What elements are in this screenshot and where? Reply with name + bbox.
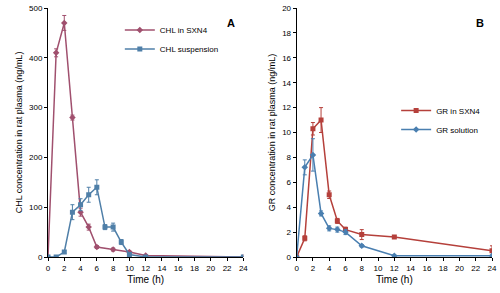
svg-text:18: 18 xyxy=(282,29,291,38)
svg-text:CHL in SXN4: CHL in SXN4 xyxy=(160,26,208,35)
svg-text:CHL concentration in rat plasm: CHL concentration in rat plasma (ng/mL) xyxy=(14,52,24,214)
svg-text:0: 0 xyxy=(38,253,43,262)
svg-text:500: 500 xyxy=(29,4,43,13)
svg-text:12: 12 xyxy=(282,103,291,112)
svg-text:8: 8 xyxy=(287,153,292,162)
svg-text:300: 300 xyxy=(29,103,43,112)
svg-text:4: 4 xyxy=(287,203,292,212)
svg-text:14: 14 xyxy=(158,264,167,273)
svg-text:18: 18 xyxy=(190,264,199,273)
svg-text:20: 20 xyxy=(282,4,291,13)
svg-text:8: 8 xyxy=(360,264,365,273)
svg-text:4: 4 xyxy=(327,264,332,273)
svg-text:22: 22 xyxy=(223,264,232,273)
svg-text:4: 4 xyxy=(78,264,83,273)
svg-text:200: 200 xyxy=(29,153,43,162)
svg-text:400: 400 xyxy=(29,54,43,63)
svg-text:2: 2 xyxy=(62,264,67,273)
svg-text:20: 20 xyxy=(206,264,215,273)
svg-text:24: 24 xyxy=(488,264,497,273)
svg-text:14: 14 xyxy=(406,264,415,273)
svg-text:16: 16 xyxy=(282,54,291,63)
svg-text:GR in SXN4: GR in SXN4 xyxy=(436,107,480,116)
svg-text:A: A xyxy=(227,17,235,29)
svg-text:Time (h): Time (h) xyxy=(376,274,413,285)
svg-text:2: 2 xyxy=(287,228,292,237)
svg-text:12: 12 xyxy=(390,264,399,273)
svg-text:10: 10 xyxy=(125,264,134,273)
svg-text:10: 10 xyxy=(374,264,383,273)
svg-text:22: 22 xyxy=(471,264,480,273)
svg-text:GR solution: GR solution xyxy=(436,126,478,135)
svg-text:6: 6 xyxy=(95,264,100,273)
svg-text:0: 0 xyxy=(46,264,51,273)
svg-text:6: 6 xyxy=(287,178,292,187)
svg-text:2: 2 xyxy=(311,264,316,273)
svg-text:16: 16 xyxy=(174,264,183,273)
svg-text:Time (h): Time (h) xyxy=(127,274,164,285)
svg-text:CHL suspension: CHL suspension xyxy=(160,45,218,54)
svg-text:B: B xyxy=(476,17,484,29)
svg-text:GR concentration in rat plasma: GR concentration in rat plasma (ng/mL) xyxy=(267,54,277,212)
svg-text:100: 100 xyxy=(29,203,43,212)
svg-text:10: 10 xyxy=(282,128,291,137)
svg-text:18: 18 xyxy=(439,264,448,273)
svg-text:0: 0 xyxy=(294,264,299,273)
svg-text:12: 12 xyxy=(141,264,150,273)
svg-text:20: 20 xyxy=(455,264,464,273)
svg-text:14: 14 xyxy=(282,79,291,88)
svg-text:24: 24 xyxy=(239,264,248,273)
svg-text:8: 8 xyxy=(111,264,116,273)
svg-text:6: 6 xyxy=(343,264,348,273)
svg-text:16: 16 xyxy=(422,264,431,273)
svg-text:0: 0 xyxy=(287,253,292,262)
